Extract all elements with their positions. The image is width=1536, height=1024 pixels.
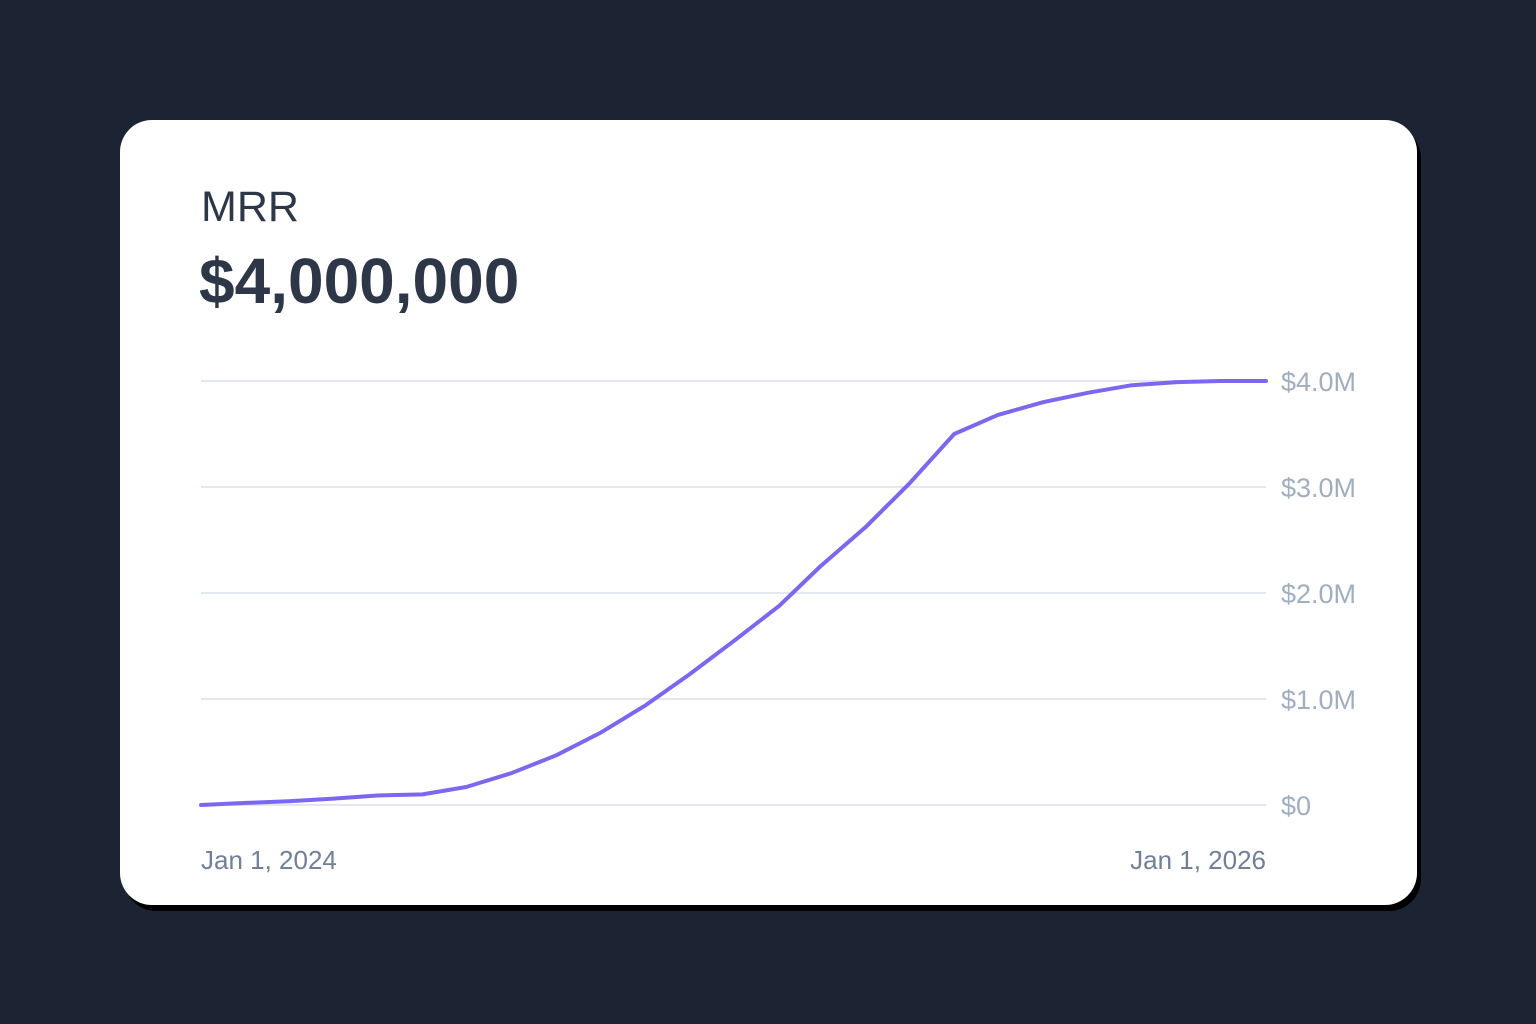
mrr-card: MRR $4,000,000 $0 $1.0M $2.0M $3.0M $4.0M Ja… — [120, 120, 1417, 905]
metric-value: $4,000,000 — [199, 245, 520, 317]
metric-label: MRR — [201, 183, 299, 231]
mrr-line-chart: $0 $1.0M $2.0M $3.0M $4.0M — [199, 367, 1356, 821]
y-tick-label: $1.0M — [1281, 685, 1356, 715]
x-axis-start-label: Jan 1, 2024 — [201, 845, 337, 875]
y-tick-label: $4.0M — [1281, 367, 1356, 397]
y-tick-label: $0 — [1281, 791, 1311, 821]
series-line — [199, 379, 1268, 807]
x-axis-end-label: Jan 1, 2026 — [1130, 845, 1266, 875]
y-tick-label: $2.0M — [1281, 579, 1356, 609]
y-tick-label: $3.0M — [1281, 473, 1356, 503]
